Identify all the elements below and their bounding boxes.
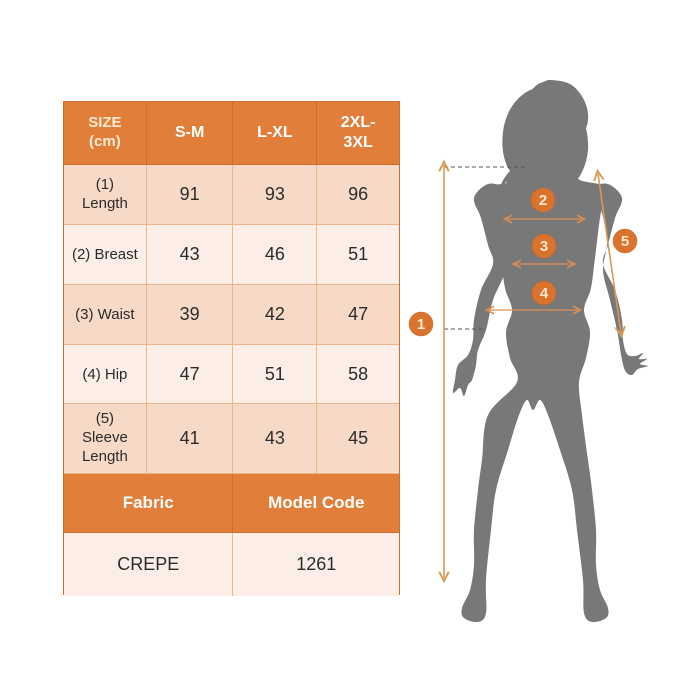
svg-text:1: 1: [417, 316, 425, 333]
svg-text:3: 3: [540, 238, 548, 255]
svg-text:2: 2: [539, 192, 547, 209]
svg-text:5: 5: [621, 233, 629, 250]
svg-text:4: 4: [540, 285, 549, 302]
